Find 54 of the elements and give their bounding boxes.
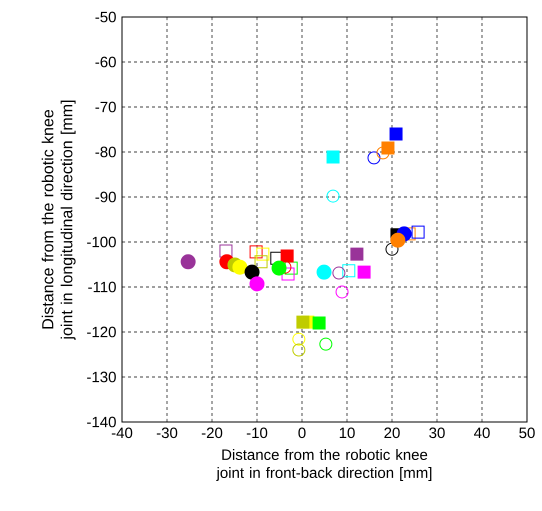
point — [244, 264, 260, 280]
point — [232, 260, 248, 275]
point — [376, 146, 390, 160]
x-tick-label: 20 — [384, 428, 400, 438]
point — [350, 248, 364, 261]
y-tick-label: -120 — [87, 326, 116, 338]
point — [180, 254, 196, 270]
point — [385, 242, 398, 256]
point — [316, 264, 332, 280]
point — [272, 260, 287, 276]
x-axis-title: Distance from the robotic knee joint in front-back direction [mm] — [216, 449, 432, 481]
x-tick-label: -20 — [202, 428, 222, 438]
point — [390, 127, 403, 140]
y-tick-label: -60 — [95, 56, 116, 68]
point — [381, 141, 394, 154]
y-tick-label: -70 — [95, 102, 116, 112]
point — [326, 150, 340, 164]
point — [312, 316, 326, 330]
x-tick-label: -10 — [246, 428, 268, 438]
x-tick-label: 30 — [429, 428, 445, 438]
point — [219, 244, 232, 258]
x-tick-label: 50 — [519, 428, 535, 438]
point — [292, 343, 306, 356]
point — [358, 266, 371, 279]
y-tick-label: -100 — [87, 236, 116, 248]
point — [332, 266, 346, 280]
point — [368, 151, 380, 164]
x-tick-label: 0 — [298, 428, 306, 438]
point — [284, 262, 298, 275]
point — [282, 267, 295, 280]
y-tick-label: -90 — [95, 192, 116, 202]
point — [296, 316, 310, 329]
point — [254, 255, 268, 268]
y-tick-label: -130 — [87, 372, 116, 382]
point — [412, 226, 425, 239]
point — [250, 245, 263, 258]
point — [390, 232, 406, 248]
point — [292, 332, 306, 346]
point — [326, 190, 340, 203]
point — [342, 264, 356, 278]
x-tick-label: -40 — [112, 428, 132, 438]
y-tick-label: -110 — [88, 282, 116, 292]
x-tick-label: -30 — [156, 428, 178, 438]
point — [336, 285, 349, 298]
y-tick-label: -50 — [95, 12, 116, 22]
point — [256, 248, 270, 261]
x-tick-label: 40 — [474, 428, 490, 438]
y-tick-label: -80 — [95, 146, 116, 158]
y-axis-title: Distance from the robotic knee joint in longitudinal direction [mm] — [42, 100, 76, 340]
point — [280, 249, 294, 262]
point — [319, 338, 332, 351]
x-tick-label: 10 — [340, 428, 355, 438]
point — [250, 276, 264, 292]
y-tick-label: -140 — [87, 416, 116, 428]
